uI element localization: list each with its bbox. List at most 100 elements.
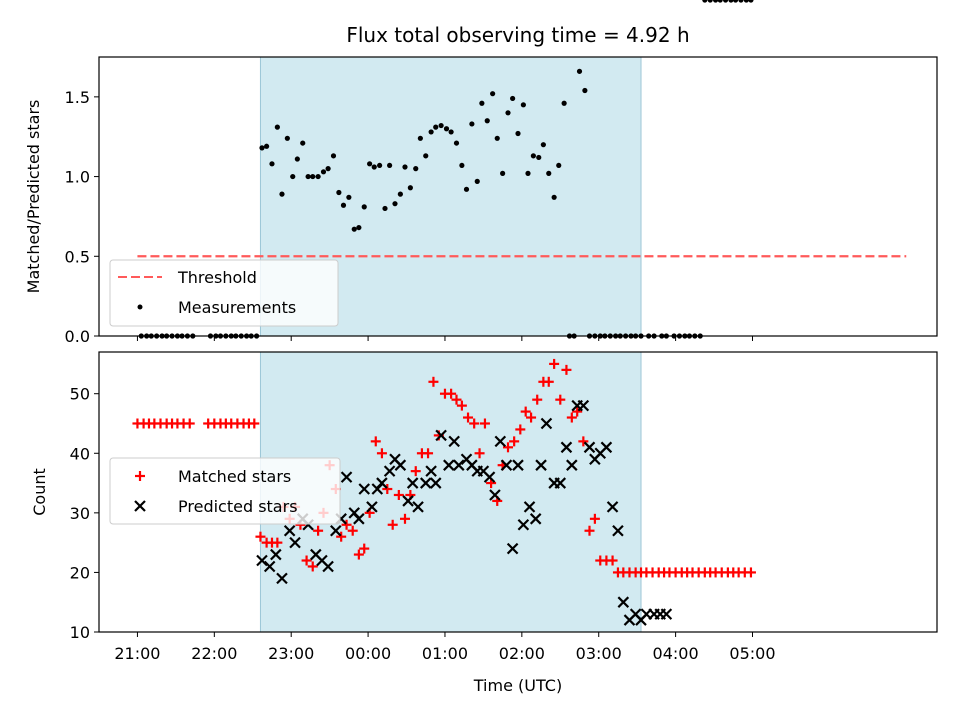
- predicted-star-point: [276, 572, 288, 585]
- measurement-point: [536, 154, 542, 161]
- measurement-point: [474, 178, 480, 184]
- measurement-point: [397, 191, 403, 197]
- ratio-axes-frame: [98, 56, 938, 337]
- predicted-star-point-b: [358, 483, 371, 495]
- predicted-star-point: [322, 560, 334, 573]
- matched-star-point: [255, 531, 266, 542]
- measurement-point: [377, 162, 383, 169]
- count-legend-box: [109, 457, 341, 525]
- measurement-point: [576, 68, 583, 74]
- measurement-point: [722, 0, 729, 3]
- predicted-star-point-b: [289, 536, 301, 549]
- measurement-point: [387, 162, 393, 169]
- count-marks: [132, 358, 756, 626]
- ratio-panel: 0.0 0.5 1.0 1.5 Matched/Predicted stars Thr…: [24, 0, 938, 346]
- predicted-star-point: [353, 513, 365, 525]
- predicted-star-point: [554, 477, 567, 489]
- measurement-point: [305, 173, 311, 180]
- matched-legend-label: Matched stars: [178, 467, 291, 486]
- predicted-star-point: [376, 477, 388, 489]
- predicted-legend-marker: [134, 500, 146, 512]
- predicted-star-point-b: [477, 465, 490, 477]
- ratio-x-ticks: [136, 336, 753, 341]
- predicted-star-point-b: [554, 477, 567, 489]
- count-x-tick-label: 04:00: [653, 644, 699, 663]
- predicted-star-point: [606, 501, 619, 513]
- predicted-star-point: [429, 477, 442, 489]
- measurement-point: [556, 162, 562, 169]
- matched-star-point: [382, 484, 393, 495]
- predicted-star-point-b: [353, 513, 365, 525]
- predicted-star-point: [366, 501, 378, 513]
- measurement-point: [320, 169, 327, 175]
- count-panel: 10 20 30 40 50 21:00 22:00 23:00 00:00 01:00 02:0…: [30, 351, 938, 695]
- count-x-tick-label: 03:00: [576, 644, 622, 663]
- predicted-star-point-b: [340, 471, 353, 483]
- predicted-star-point-b: [494, 435, 507, 448]
- matched-star-point: [451, 394, 462, 405]
- predicted-star-point-b: [394, 459, 407, 471]
- predicted-star-point: [289, 536, 301, 549]
- measurement-point: [300, 140, 306, 146]
- matched-legend-marker: [135, 471, 145, 481]
- measurement-point: [525, 170, 531, 176]
- predicted-star-point: [402, 495, 414, 507]
- measurement-point: [748, 0, 754, 3]
- measurement-point: [515, 130, 521, 137]
- matched-star-point: [555, 394, 566, 405]
- predicted-star-point-b: [366, 501, 378, 513]
- matched-legend-swatch: [135, 471, 145, 481]
- predicted-star-point-b: [429, 477, 442, 489]
- measurement-point: [371, 164, 377, 170]
- measurement-point: [479, 100, 485, 106]
- ratio-legend-box: [109, 259, 339, 327]
- predicted-star-point: [517, 518, 530, 531]
- predicted-star-point-b: [560, 441, 573, 454]
- measurement-point: [500, 170, 506, 176]
- measurement-point: [738, 0, 744, 3]
- measurement-point: [520, 102, 526, 108]
- count-x-tick-label: 21:00: [114, 644, 160, 663]
- count-y-ticks: 10 20 30 40 50: [70, 385, 99, 642]
- predicted-star-point-b: [629, 608, 642, 620]
- measurement-point: [367, 161, 373, 167]
- count-x-tick-label: 01:00: [422, 644, 468, 663]
- ratio-y-ticks: 0.0 0.5 1.0 1.5: [65, 88, 99, 346]
- measurement-point: [407, 185, 413, 191]
- ratio-marks: [137, 0, 907, 339]
- matched-star-point: [515, 424, 526, 435]
- measurement-point: [505, 110, 511, 116]
- ratio-y-tick-label: 1.0: [65, 168, 90, 187]
- predicted-star-point: [506, 542, 519, 555]
- predicted-star-point-b: [425, 465, 437, 477]
- measurement-point: [361, 204, 367, 210]
- matched-star-point: [566, 412, 577, 423]
- matched-star-point: [584, 525, 595, 536]
- matched-star-point: [387, 519, 398, 530]
- predicted-star-point: [383, 465, 396, 477]
- predicted-star-point: [406, 477, 419, 489]
- predicted-star-point: [283, 524, 296, 537]
- measurement-point: [294, 156, 300, 162]
- matched-star-point: [561, 364, 572, 375]
- predicted-star-point: [412, 501, 424, 513]
- predicted-star-point: [660, 608, 673, 620]
- predicted-star-point-b: [540, 417, 553, 430]
- predicted-star-point-b: [402, 495, 414, 507]
- predicted-star-point: [577, 399, 590, 412]
- predicted-star-point: [540, 417, 553, 430]
- measurement-point: [469, 121, 475, 127]
- predicted-star-point-b: [577, 399, 590, 412]
- predicted-star-point: [448, 435, 460, 448]
- matched-star-point: [589, 513, 600, 524]
- predicted-star-point-b: [330, 524, 342, 537]
- measurement-point: [707, 0, 713, 3]
- matched-star-point: [370, 436, 381, 447]
- predicted-star-point: [523, 501, 536, 513]
- measurement-point: [561, 100, 567, 106]
- ratio-y-tick-label: 0.0: [65, 327, 90, 346]
- measurements-legend-label: Measurements: [178, 298, 296, 317]
- count-y-tick-label: 20: [70, 563, 90, 582]
- matched-star-point: [410, 466, 421, 477]
- measurement-point: [546, 170, 552, 176]
